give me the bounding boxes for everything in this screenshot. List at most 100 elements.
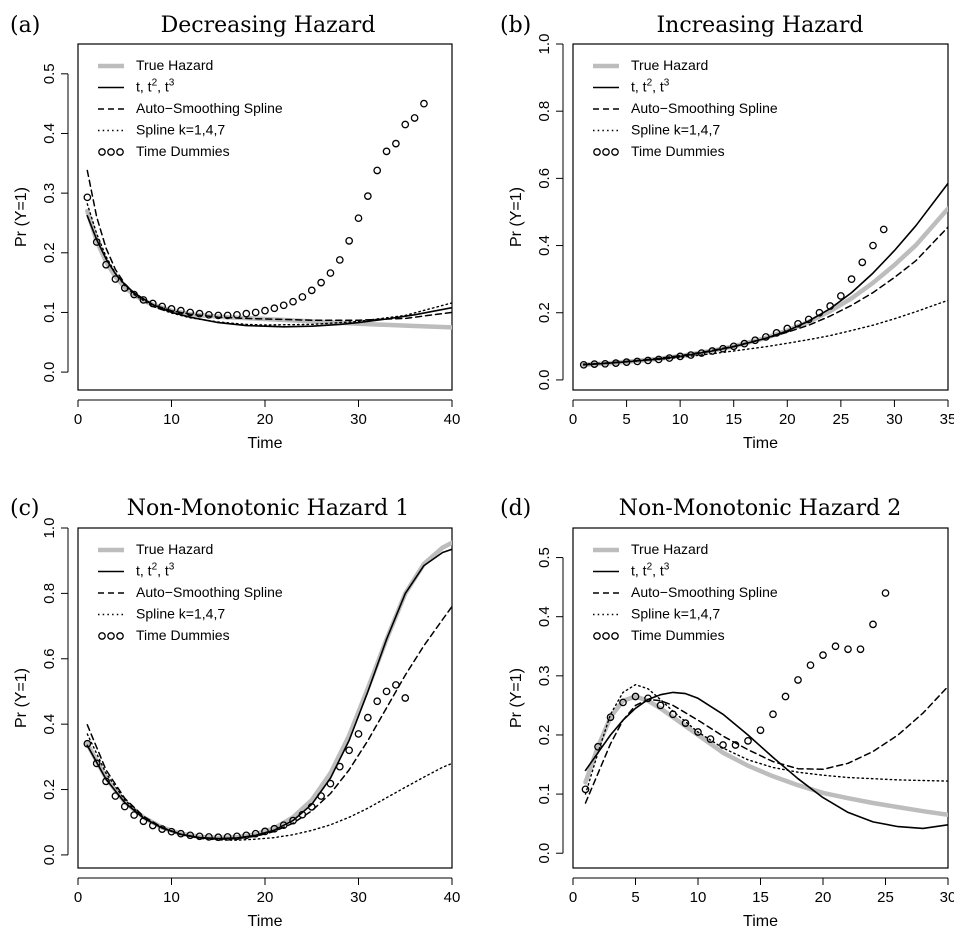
legend-label: Spline k=1,4,7 — [631, 606, 720, 622]
x-tick-label: 15 — [725, 411, 742, 428]
legend: True Hazard t, t2, t3 Auto−Smoothing Splin… — [98, 541, 283, 643]
y-axis: 0.0 0.2 0.4 0.6 0.8 1.0 Pr (Y=1) — [508, 34, 564, 390]
data-point-time-dummy — [681, 719, 690, 727]
series-line-auto-spline — [86, 169, 452, 321]
data-point-time-dummy — [869, 241, 877, 250]
chart-panel-4: (d) Non-Monotonic Hazard 2 0 5 10 15 20 25 30 Tim… — [500, 496, 954, 928]
series-line-true-hazard — [581, 206, 948, 368]
data-point-time-dummy — [708, 347, 717, 355]
x-axis: 0 10 20 30 40 Time — [74, 399, 460, 452]
data-point-time-dummy — [354, 214, 363, 223]
legend-label: t, t2, t3 — [136, 562, 175, 579]
x-tick-label: 20 — [815, 889, 832, 906]
x-axis-label: Time — [248, 435, 283, 452]
legend-marker-time-dummies — [116, 632, 124, 640]
series-time-dummies — [581, 589, 890, 794]
x-axis: 0 5 10 15 20 25 30 35 Time — [569, 399, 954, 452]
data-point-time-dummy — [223, 311, 232, 320]
data-point-time-dummy — [594, 742, 602, 751]
series-line-auto-spline — [584, 685, 948, 804]
y-tick-label: 0.5 — [41, 63, 58, 84]
x-tick-label: 0 — [569, 889, 577, 906]
legend-label: True Hazard — [631, 541, 708, 557]
legend: True Hazard t, t2, t3 Auto−Smoothing Splin… — [98, 57, 283, 159]
panel-label: (c) — [10, 496, 40, 521]
data-point-time-dummy — [392, 681, 400, 689]
data-point-time-dummy — [148, 821, 157, 830]
data-point-time-dummy — [92, 759, 101, 768]
data-point-time-dummy — [177, 829, 185, 838]
y-tick-label: 0.4 — [41, 714, 58, 735]
legend-marker-time-dummies — [107, 148, 115, 156]
chart-title: Increasing Hazard — [656, 13, 863, 38]
data-point-time-dummy — [794, 676, 802, 684]
y-axis-label: Pr (Y=1) — [13, 668, 30, 728]
legend-label: t, t2, t3 — [631, 562, 670, 579]
data-point-time-dummy — [186, 831, 195, 840]
legend-marker-time-dummies — [593, 148, 601, 156]
data-point-time-dummy — [214, 833, 223, 842]
series-line-auto-spline — [582, 226, 948, 366]
data-point-time-dummy — [772, 329, 781, 337]
data-point-time-dummy — [158, 302, 166, 311]
legend-label: Time Dummies — [631, 143, 725, 159]
data-point-time-dummy — [233, 310, 241, 319]
legend-label: Auto−Smoothing Spline — [631, 100, 778, 116]
legend-label: Time Dummies — [136, 627, 230, 643]
legend-label: Spline k=1,4,7 — [136, 122, 225, 138]
data-point-time-dummy — [606, 713, 615, 722]
data-point-time-dummy — [751, 336, 759, 345]
y-tick-label: 0.4 — [536, 606, 553, 627]
legend-label: True Hazard — [136, 541, 213, 557]
data-point-time-dummy — [83, 193, 92, 202]
series-line-spline-k — [583, 299, 948, 365]
plot-area — [83, 99, 452, 330]
data-point-time-dummy — [382, 147, 391, 156]
chart-title: Non-Monotonic Hazard 2 — [619, 496, 902, 521]
legend: True Hazard t, t2, t3 Auto−Smoothing Splin… — [593, 541, 778, 643]
data-point-time-dummy — [581, 785, 590, 794]
legend-marker-time-dummies — [602, 148, 610, 156]
x-tick-label: 25 — [877, 889, 894, 906]
legend-label: Spline k=1,4,7 — [631, 122, 720, 138]
chart-panel-3: (c) Non-Monotonic Hazard 1 0 10 20 30 40 Time 0.… — [10, 496, 460, 928]
series-line-spline-k — [86, 203, 452, 326]
data-point-time-dummy — [769, 710, 777, 719]
data-point-time-dummy — [706, 735, 715, 743]
data-point-time-dummy — [881, 589, 890, 597]
x-tick-label: 10 — [690, 889, 707, 906]
y-axis: 0.0 0.2 0.4 0.6 0.8 1.0 Pr (Y=1) — [13, 518, 69, 865]
series-time-dummies — [579, 225, 888, 369]
y-tick-label: 1.0 — [41, 518, 58, 539]
series-line-cubic — [86, 215, 452, 328]
plot-area — [579, 182, 948, 369]
data-point-time-dummy — [847, 275, 856, 283]
legend-marker-time-dummies — [593, 632, 601, 640]
data-point-time-dummy — [270, 304, 279, 313]
data-point-time-dummy — [354, 730, 363, 738]
data-point-time-dummy — [307, 286, 316, 295]
data-point-time-dummy — [223, 833, 232, 841]
data-point-time-dummy — [298, 810, 307, 819]
data-point-time-dummy — [382, 687, 391, 696]
data-point-time-dummy — [619, 698, 627, 707]
data-point-time-dummy — [214, 311, 223, 320]
legend-marker-time-dummies — [611, 148, 619, 156]
series-time-dummies — [83, 99, 428, 320]
data-point-time-dummy — [120, 802, 129, 811]
data-point-time-dummy — [298, 293, 307, 301]
data-point-time-dummy — [242, 831, 251, 840]
x-tick-label: 30 — [350, 411, 367, 428]
chart-title: Non-Monotonic Hazard 1 — [127, 496, 410, 521]
y-tick-label: 0.8 — [536, 101, 553, 122]
data-point-time-dummy — [261, 827, 269, 836]
x-tick-label: 0 — [74, 889, 82, 906]
x-tick-label: 20 — [257, 889, 274, 906]
data-point-time-dummy — [744, 737, 752, 745]
data-point-time-dummy — [601, 359, 609, 368]
x-tick-label: 10 — [163, 411, 180, 428]
chart-panel-2: (b) Increasing Hazard 0 5 10 15 20 25 30 35 Time 0.… — [500, 13, 954, 452]
x-tick-label: 25 — [833, 411, 850, 428]
data-point-time-dummy — [130, 290, 138, 299]
